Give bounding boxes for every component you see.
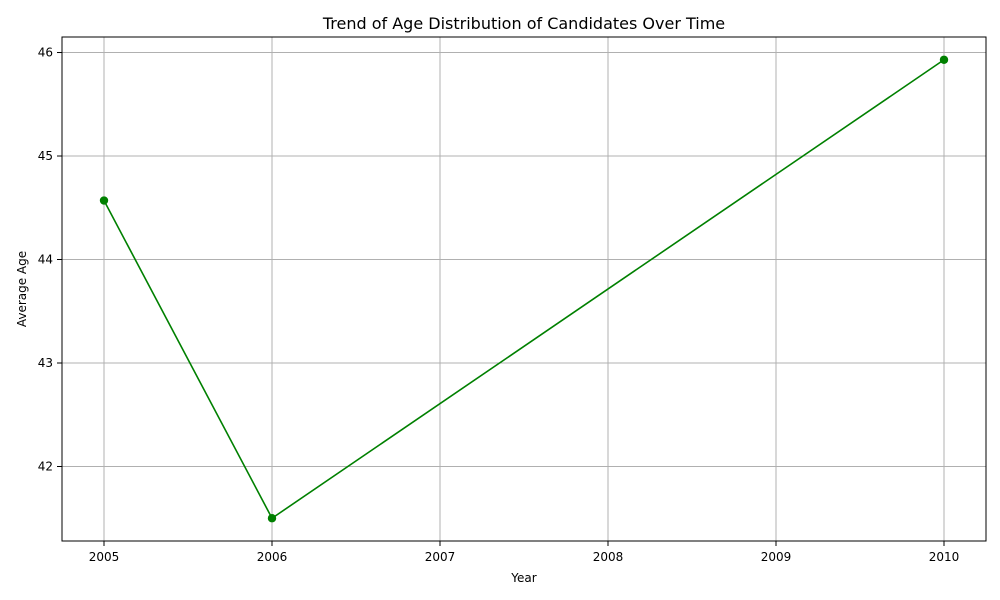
x-tick-label: 2007 [425, 550, 456, 564]
data-point [267, 514, 277, 523]
y-tick-label: 43 [38, 356, 53, 370]
y-tick-label: 42 [38, 459, 53, 473]
data-point [99, 196, 109, 205]
series-line [103, 59, 945, 520]
x-tick-label: 2009 [761, 550, 792, 564]
x-tick-label: 2008 [593, 550, 624, 564]
grid [62, 37, 986, 541]
x-axis-label: Year [510, 571, 536, 585]
y-axis-label: Average Age [15, 251, 29, 327]
y-tick-label: 45 [38, 149, 53, 163]
plot-frame [61, 36, 987, 542]
x-tick-label: 2010 [929, 550, 960, 564]
x-tick-label: 2005 [89, 550, 120, 564]
y-tick-label: 44 [38, 253, 53, 267]
chart-title: Trend of Age Distribution of Candidates … [322, 14, 725, 33]
data-point [939, 55, 949, 64]
x-tick-label: 2006 [257, 550, 288, 564]
axis-ticks: 2005 2006 2007 2008 2009 2010 42 43 44 45 46 [38, 46, 960, 564]
series-layer [99, 55, 949, 523]
y-tick-label: 46 [38, 46, 53, 60]
